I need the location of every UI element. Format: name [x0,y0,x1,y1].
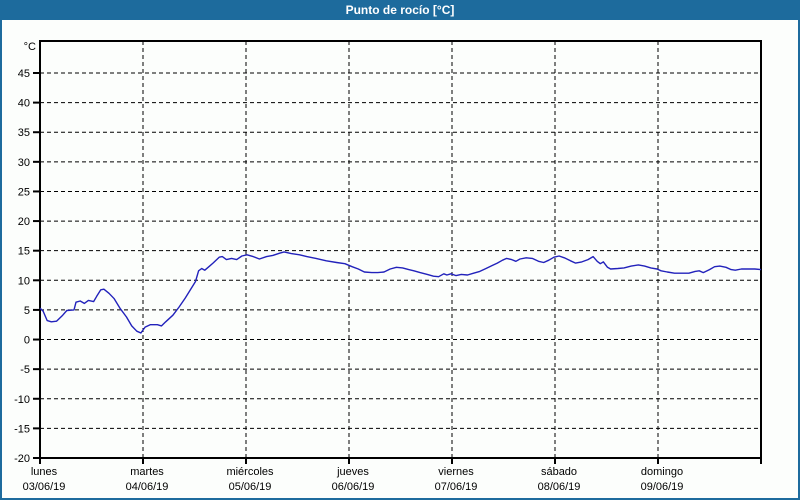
y-tick-label: 20 [18,216,30,228]
x-day-label: miércoles [226,466,274,478]
y-tick-label: 15 [18,246,30,258]
x-date-label: 06/06/19 [332,481,375,493]
x-date-label: 08/06/19 [538,481,581,493]
y-tick-label: 30 [18,157,30,169]
plot-border [39,40,762,459]
x-day-label: sábado [541,466,577,478]
x-date-label: 07/06/19 [435,481,478,493]
x-day-label: domingo [641,466,683,478]
y-tick-label: 0 [24,335,30,347]
chart-title: Punto de rocío [°C] [345,3,455,17]
y-tick-label: -15 [14,423,30,435]
x-date-label: 04/06/19 [126,481,169,493]
x-day-label: lunes [31,466,58,478]
dewpoint-line [39,251,762,334]
x-day-label: martes [130,466,164,478]
y-tick-label: 35 [18,127,30,139]
y-tick-label: -20 [14,453,30,465]
x-date-label: 05/06/19 [229,481,272,493]
y-tick-label: 25 [18,186,30,198]
y-tick-label: -10 [14,394,30,406]
x-day-label: viernes [438,466,474,478]
y-tick-label: 10 [18,275,30,287]
x-date-label: 03/06/19 [23,481,66,493]
y-tick-label: 45 [18,68,30,80]
x-day-label: jueves [336,466,369,478]
y-tick-label: -5 [20,364,30,376]
x-date-label: 09/06/19 [641,481,684,493]
y-tick-label: 5 [24,305,30,317]
chart-title-bar: Punto de rocío [°C] [0,0,800,20]
y-tick-label: 40 [18,98,30,110]
y-unit-label: °C [24,41,36,53]
